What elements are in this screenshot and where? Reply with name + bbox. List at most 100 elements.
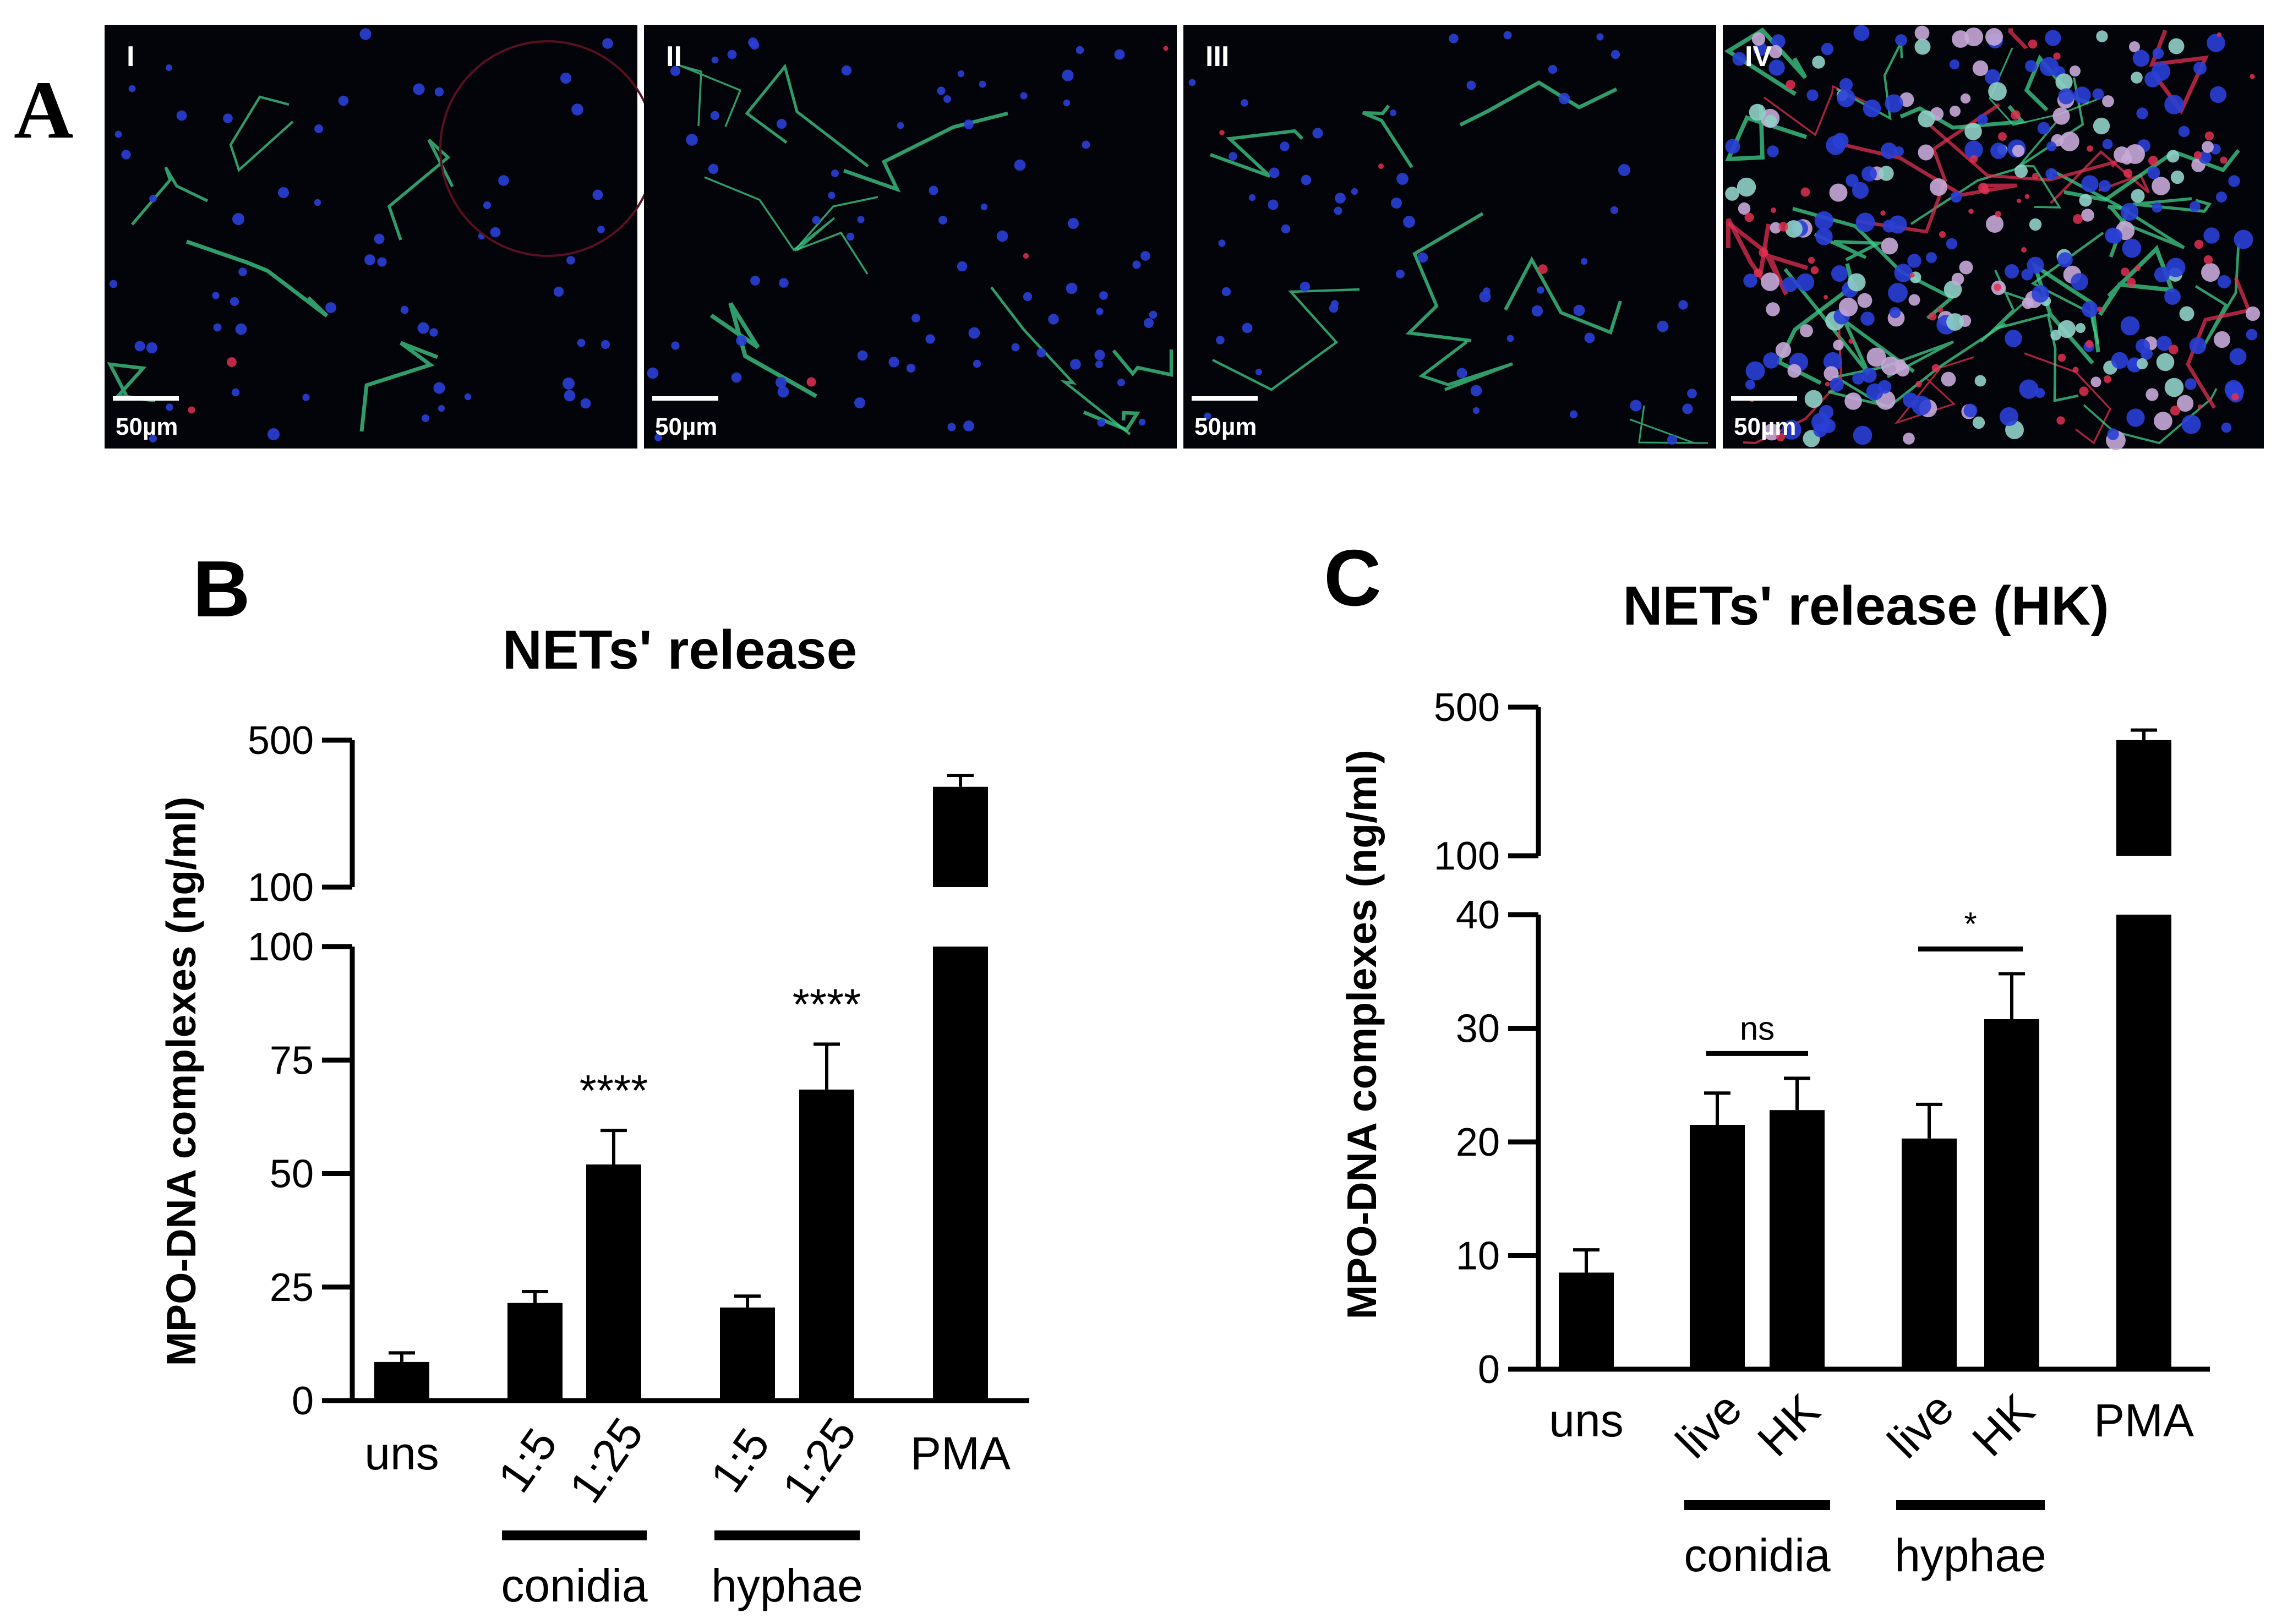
cell-nucleus [2168, 38, 2185, 54]
cell-nucleus [1144, 318, 1154, 328]
cell-nucleus [498, 175, 509, 186]
net-strand [1724, 28, 1808, 96]
cell-nucleus [1470, 385, 1482, 397]
cell-nucleus [1732, 52, 1746, 66]
cell-nucleus [1964, 140, 1983, 159]
elastase-spot [1825, 381, 1830, 387]
elastase-spot [2170, 406, 2180, 415]
cell-nucleus [1852, 373, 1864, 385]
cell-nucleus [2144, 71, 2161, 88]
cell-nucleus [1114, 49, 1125, 60]
elastase-spot [1998, 132, 2007, 141]
panel-c-letter: C [1324, 533, 1382, 622]
cell-nucleus [947, 423, 956, 431]
cell-nucleus [571, 103, 583, 116]
micrograph-2: II 50µm [644, 25, 1177, 449]
cell-nucleus [1879, 166, 1894, 181]
cell-nucleus [1396, 270, 1405, 278]
cell-nucleus [1861, 166, 1877, 182]
cell-nucleus [314, 199, 321, 206]
chart-c-title: NETs' release (HK) [1623, 575, 2109, 637]
cell-nucleus [670, 65, 681, 76]
cell-nucleus [232, 213, 244, 225]
cell-nucleus [1863, 99, 1881, 118]
cell-nucleus [602, 38, 613, 49]
elastase-spot [2053, 52, 2061, 60]
cell-nucleus [1959, 260, 1973, 275]
cell-nucleus [1596, 33, 1604, 41]
cell-nucleus [2209, 86, 2227, 103]
cell-nucleus [2093, 117, 2110, 135]
elastase-spot [2123, 168, 2133, 178]
elastase-spot [2220, 156, 2228, 164]
cell-nucleus [1466, 80, 1476, 90]
cell-nucleus [750, 276, 760, 286]
cell-nucleus [1885, 94, 1903, 113]
elastase-spot [227, 357, 237, 367]
cell-nucleus [777, 386, 789, 398]
micrograph-3: III 50µm [1183, 25, 1716, 449]
cell-nucleus [779, 278, 789, 288]
cell-nucleus [1844, 392, 1862, 410]
cell-nucleus [1768, 59, 1785, 76]
elastase-spot [2056, 416, 2065, 425]
micrograph-label: IV [1745, 41, 1772, 73]
elastase-spot [2217, 32, 2222, 37]
significance-label: **** [793, 980, 861, 1029]
cell-nucleus [1082, 140, 1090, 149]
cell-nucleus [1832, 133, 1849, 149]
cell-nucleus [1974, 375, 1986, 387]
cell-nucleus [1743, 274, 1757, 288]
cell-nucleus [671, 341, 680, 350]
cell-nucleus [2126, 408, 2145, 427]
elastase-spot [1778, 222, 1788, 232]
elastase-spot [1023, 253, 1029, 259]
scale-bar [113, 396, 179, 401]
elastase-spot [1981, 186, 1990, 195]
cell-nucleus [1745, 361, 1765, 381]
cell-nucleus [1977, 114, 1988, 125]
cell-nucleus [1097, 418, 1106, 427]
cell-nucleus [2045, 168, 2057, 180]
cell-nucleus [1946, 238, 1958, 250]
cell-nucleus [149, 195, 157, 203]
net-strand [1727, 221, 1809, 296]
cell-nucleus [560, 72, 572, 84]
cell-nucleus [2198, 151, 2212, 164]
cell-nucleus [2178, 125, 2190, 138]
cell-nucleus [1682, 403, 1693, 414]
cell-nucleus [2015, 165, 2028, 178]
net-strand [1083, 410, 1140, 433]
cell-nucleus [1860, 311, 1875, 326]
cell-nucleus [364, 254, 375, 265]
cell-nucleus [1861, 368, 1877, 383]
cell-nucleus [828, 192, 836, 199]
cell-nucleus [2107, 428, 2119, 440]
cell-nucleus [278, 187, 289, 198]
cell-nucleus [841, 65, 852, 76]
bar [586, 1164, 641, 1401]
cell-nucleus [1764, 114, 1777, 128]
cell-nucleus [2120, 203, 2139, 221]
elastase-spot [1824, 295, 1828, 299]
cell-nucleus [1824, 366, 1839, 381]
cell-nucleus [1771, 34, 1786, 48]
cell-nucleus [1949, 59, 1960, 70]
cell-nucleus [1548, 64, 1558, 74]
cell-nucleus [1768, 45, 1783, 59]
cell-nucleus [2245, 306, 2261, 321]
chart-c: C NETs' release (HK) MPO-DNA complexes (… [1324, 533, 2210, 1581]
cell-nucleus [166, 64, 172, 71]
elastase-spot [2073, 214, 2083, 224]
cell-nucleus [2136, 107, 2148, 119]
cell-nucleus [1831, 265, 1848, 282]
y-tick-label: 500 [248, 719, 314, 763]
cell-nucleus [2022, 297, 2034, 309]
net-strand [1980, 270, 2029, 343]
cell-nucleus [1770, 222, 1782, 234]
cell-nucleus [964, 119, 974, 129]
cell-nucleus [1815, 228, 1833, 245]
cell-nucleus [1099, 291, 1108, 300]
cell-nucleus [906, 363, 916, 373]
micrograph-label: I [127, 41, 134, 73]
